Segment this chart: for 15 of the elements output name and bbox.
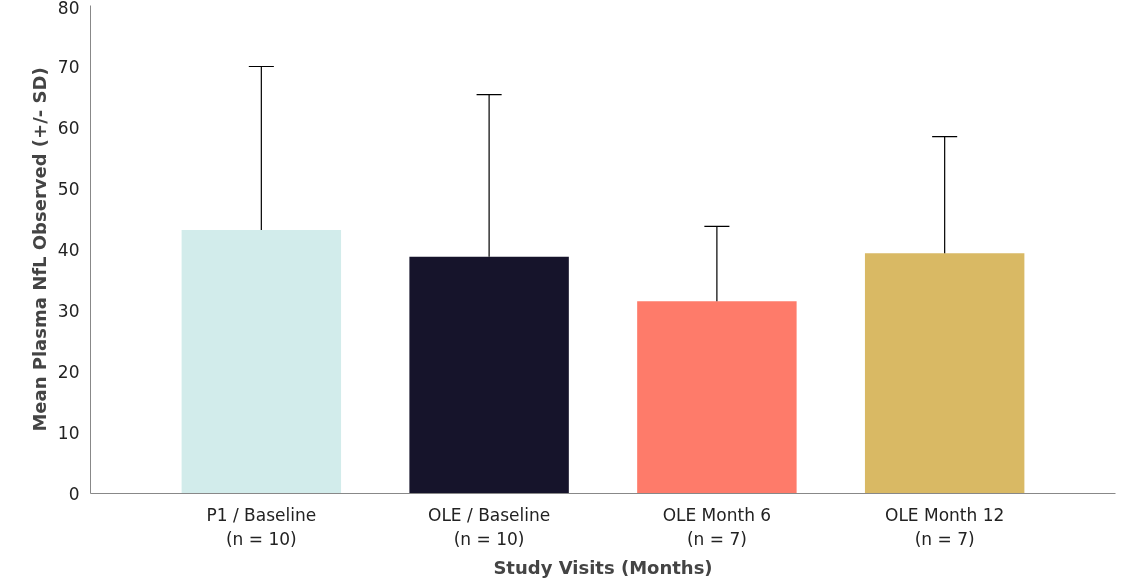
y-tick-label: 10 (57, 423, 80, 443)
x-tick-label: OLE Month 12 (n = 7) (885, 504, 1005, 549)
y-tick-label: 0 (68, 484, 80, 504)
y-tick-label: 70 (57, 57, 80, 77)
x-tick-label: OLE Month 6 (n = 7) (662, 504, 772, 549)
y-tick-label: 60 (57, 118, 80, 138)
y-tick-label: 80 (57, 0, 80, 18)
y-axis-title: Mean Plasma NfL Observed (+/- SD) (28, 67, 50, 432)
x-tick-label: OLE / Baseline (n = 10) (428, 504, 551, 549)
x-axis-title: Study Visits (Months) (493, 556, 713, 578)
y-tick-label: 20 (57, 362, 80, 382)
x-tick-label: P1 / Baseline (n = 10) (206, 504, 317, 549)
y-tick-label: 50 (57, 179, 80, 199)
y-tick-label: 40 (57, 240, 80, 260)
y-tick-label: 30 (57, 301, 80, 321)
